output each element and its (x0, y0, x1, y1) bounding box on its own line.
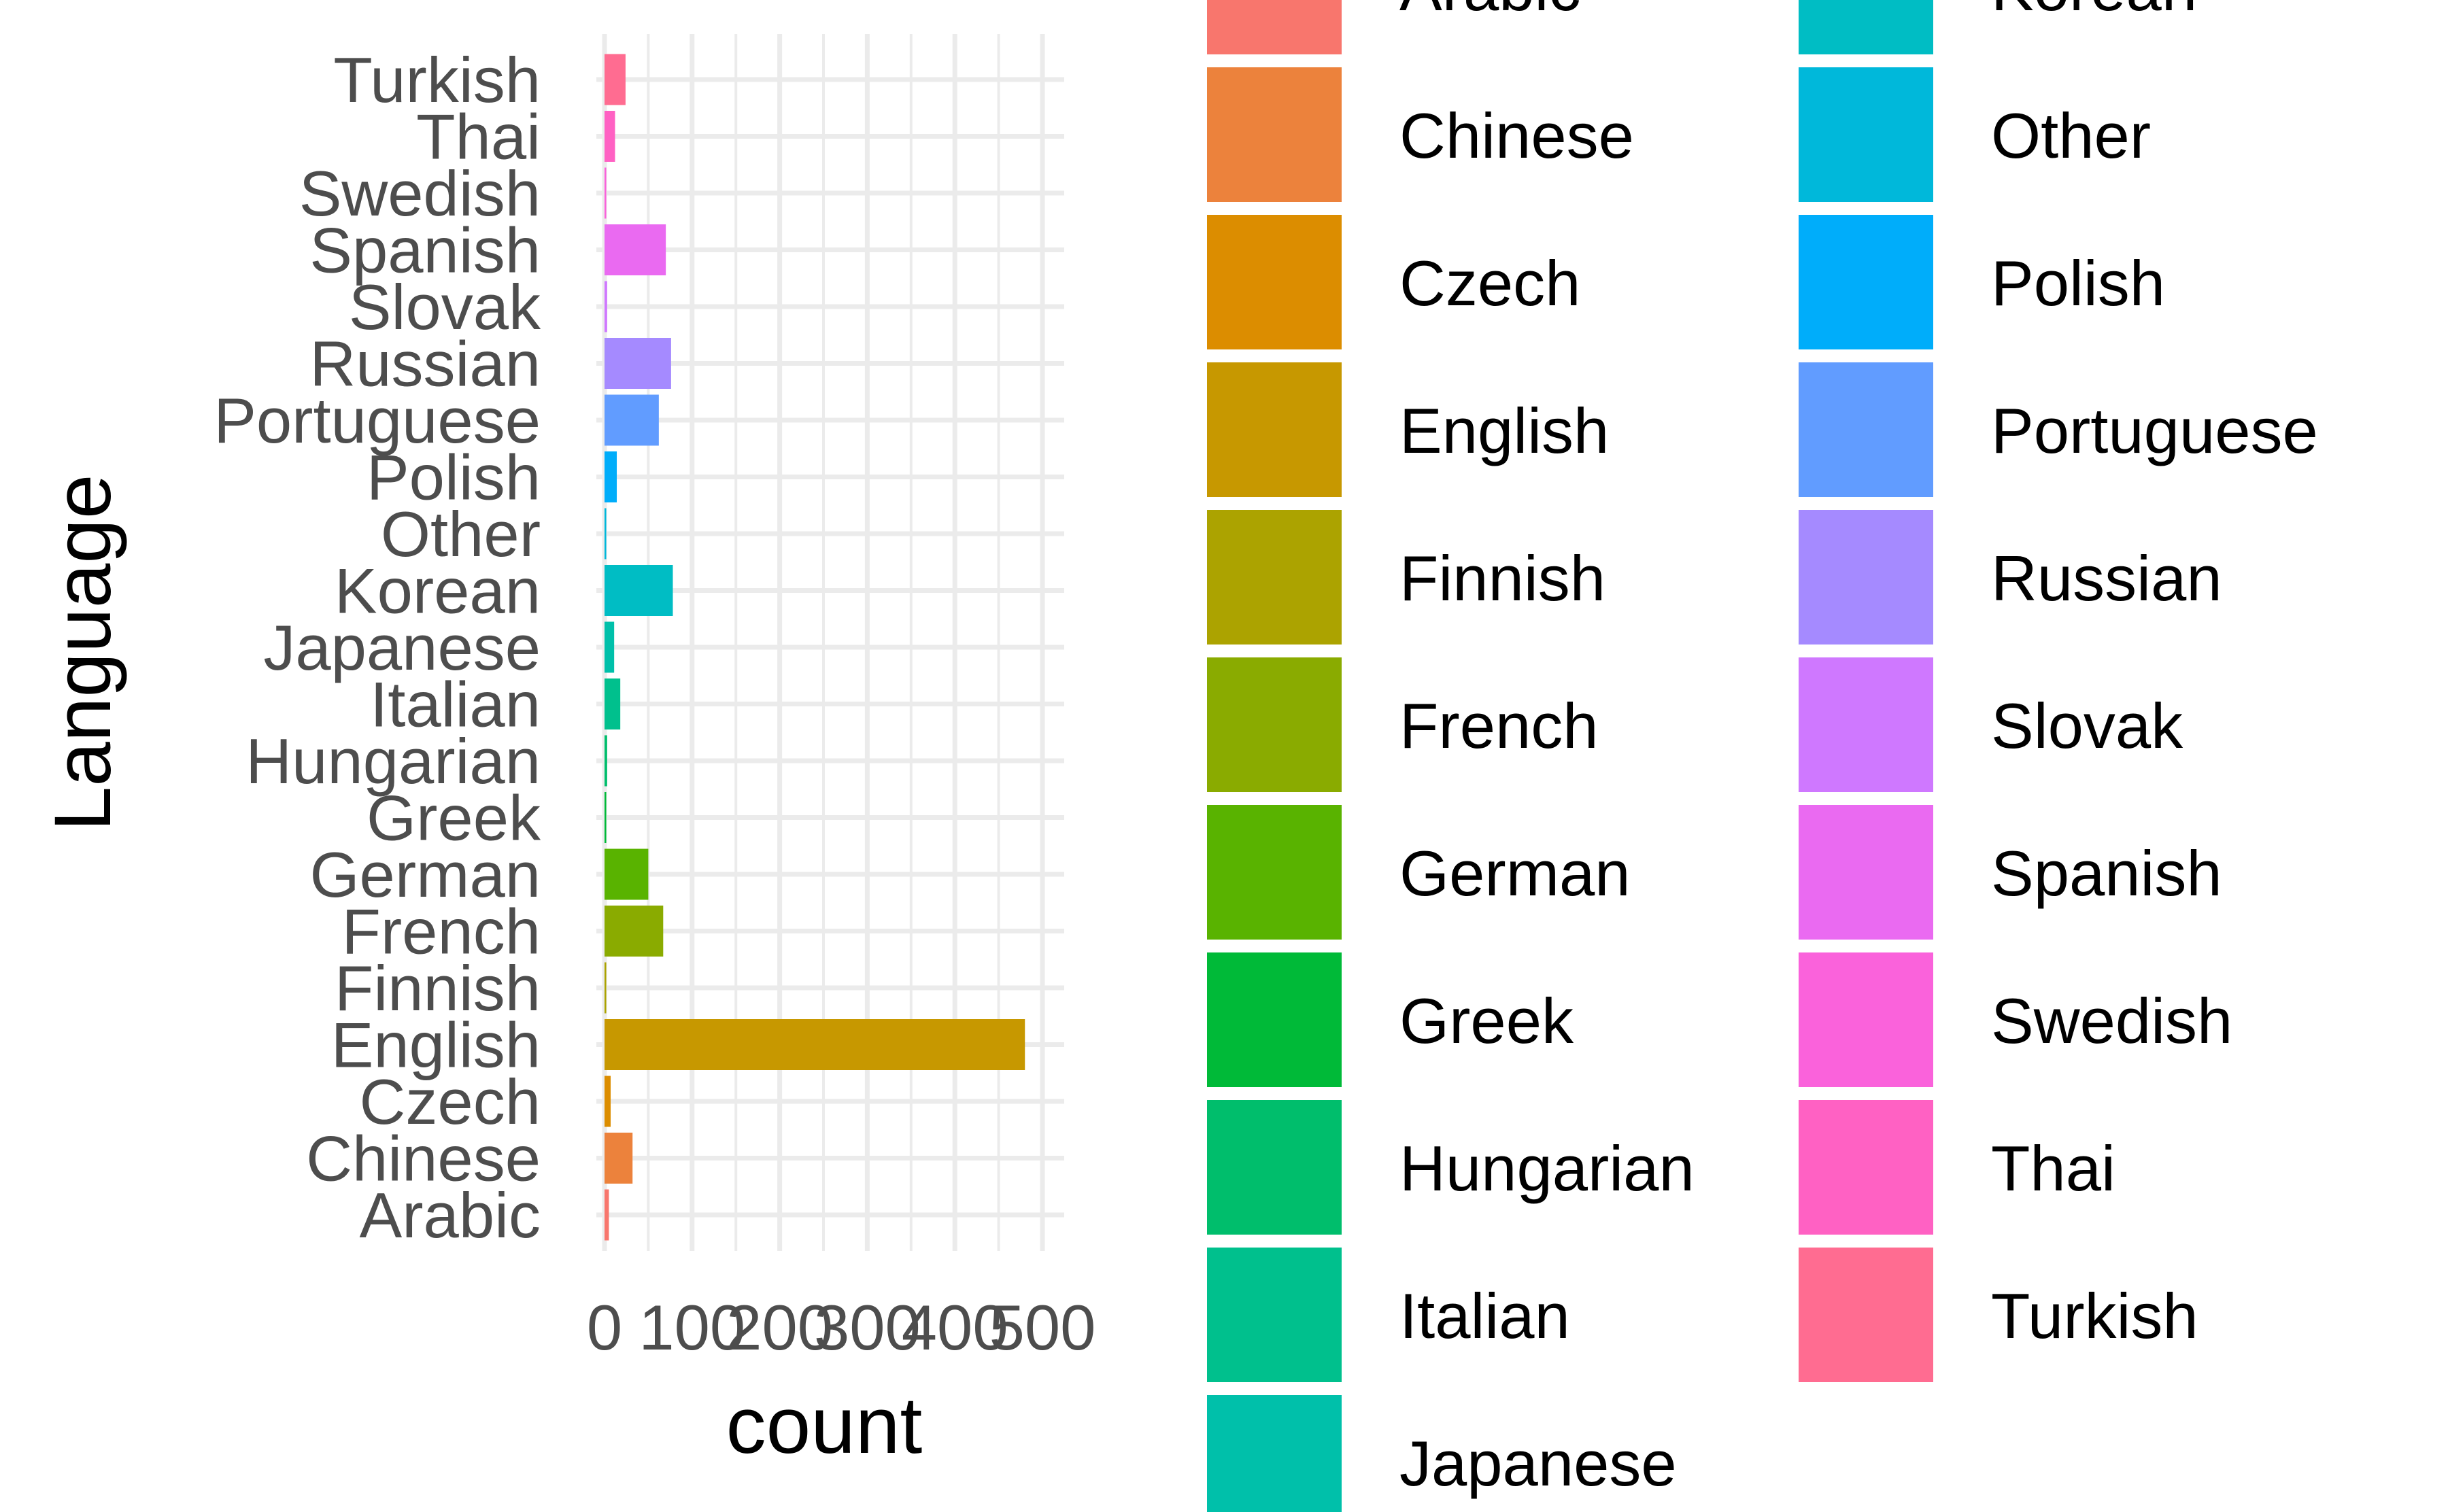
y-tick-label: Greek (367, 783, 541, 854)
y-tick-label: Slovak (349, 271, 541, 343)
legend-label: Greek (1399, 985, 1574, 1056)
x-tick-label: 500 (989, 1292, 1096, 1363)
bar-polish (605, 451, 617, 502)
y-tick-label: Czech (360, 1066, 541, 1137)
y-tick-label: Polish (367, 442, 541, 513)
bar-italian (605, 678, 621, 729)
legend-label: Korean (1991, 0, 2197, 24)
bar-finnish (605, 962, 607, 1014)
legend-key-turkish (1799, 1248, 1933, 1382)
bars (605, 54, 1025, 1241)
bar-russian (605, 338, 671, 389)
legend-key-arabic (1207, 0, 1342, 54)
bar-arabic (605, 1189, 609, 1241)
legend-key-hungarian (1207, 1100, 1342, 1235)
y-tick-label: Korean (335, 555, 541, 627)
legend-key-other (1799, 67, 1933, 202)
bar-portuguese (605, 394, 659, 446)
legend-key-finnish (1207, 510, 1342, 645)
bar-chinese (605, 1133, 633, 1184)
legend-key-english (1207, 362, 1342, 497)
legend-label: Swedish (1991, 985, 2232, 1056)
y-tick-label: Swedish (299, 158, 541, 229)
x-axis-title: count (726, 1381, 923, 1471)
legend-label: Russian (1991, 543, 2222, 614)
legend-key-german (1207, 805, 1342, 940)
x-tick-label: 300 (814, 1292, 921, 1363)
y-tick-label: Other (381, 498, 541, 570)
y-tick-label: Portuguese (214, 385, 541, 456)
bar-japanese (605, 621, 615, 673)
bar-turkish (605, 54, 626, 105)
legend-label: Chinese (1399, 100, 1634, 171)
legend-key-portuguese (1799, 362, 1933, 497)
legend-label: Japanese (1399, 1428, 1677, 1499)
y-tick-label: Russian (309, 328, 541, 400)
legend-label: Polish (1991, 247, 2165, 319)
legend-label: Slovak (1991, 690, 2183, 761)
legend: Arabic Chinese Czech English Finnish French Ge… (1207, 0, 2318, 1512)
y-tick-label: Arabic (360, 1180, 541, 1251)
legend-label: Other (1991, 100, 2151, 171)
legend-key-czech (1207, 215, 1342, 349)
legend-label: Italian (1399, 1280, 1570, 1352)
legend-key-korean (1799, 0, 1933, 54)
legend-label: English (1399, 395, 1609, 466)
legend-key-thai (1799, 1100, 1933, 1235)
y-tick-label: English (331, 1010, 541, 1081)
y-tick-label: Thai (416, 101, 541, 173)
y-tick-label: Japanese (263, 612, 541, 683)
bar-other (605, 508, 607, 560)
bar-german (605, 848, 649, 900)
bar-swedish (605, 167, 607, 219)
legend-label: German (1399, 838, 1631, 909)
legend-label: Spanish (1991, 838, 2222, 909)
legend-key-slovak (1799, 657, 1933, 792)
legend-label: Czech (1399, 247, 1580, 319)
bar-english (605, 1019, 1025, 1070)
y-axis-title: Language (38, 474, 128, 831)
legend-key-italian (1207, 1248, 1342, 1382)
legend-key-polish (1799, 215, 1933, 349)
legend-key-japanese (1207, 1395, 1342, 1512)
legend-key-spanish (1799, 805, 1933, 940)
legend-label: Portuguese (1991, 395, 2318, 466)
bar-french (605, 906, 664, 957)
x-tick-label: 0 (587, 1292, 622, 1363)
legend-label: Turkish (1991, 1280, 2198, 1352)
y-tick-label: Finnish (335, 952, 541, 1024)
y-tick-label: Hungarian (245, 725, 541, 797)
bar-slovak (605, 281, 607, 332)
bar-hungarian (605, 735, 607, 787)
legend-label: Finnish (1399, 543, 1605, 614)
legend-key-french (1207, 657, 1342, 792)
legend-label: Thai (1991, 1133, 2115, 1204)
y-tick-label: Chinese (306, 1123, 541, 1195)
y-tick-label: French (341, 896, 541, 967)
legend-label: French (1399, 690, 1599, 761)
y-tick-label: Italian (370, 669, 541, 740)
bar-greek (605, 792, 607, 843)
x-tick-label: 200 (726, 1292, 833, 1363)
y-tick-label: Turkish (333, 44, 541, 116)
x-tick-label: 400 (902, 1292, 1008, 1363)
bar-thai (605, 111, 615, 162)
legend-label: Arabic (1399, 0, 1580, 24)
y-tick-label: German (309, 839, 541, 910)
legend-key-swedish (1799, 952, 1933, 1087)
bar-spanish (605, 224, 666, 275)
legend-key-greek (1207, 952, 1342, 1087)
legend-key-chinese (1207, 67, 1342, 202)
y-tick-label: Spanish (309, 215, 541, 286)
legend-label: Hungarian (1399, 1133, 1695, 1204)
bar-korean (605, 565, 673, 616)
legend-key-russian (1799, 510, 1933, 645)
x-tick-label: 100 (639, 1292, 745, 1363)
bar-czech (605, 1076, 611, 1127)
y-tick-labels: ArabicChineseCzechEnglishFinnishFrenchGe… (214, 44, 541, 1251)
